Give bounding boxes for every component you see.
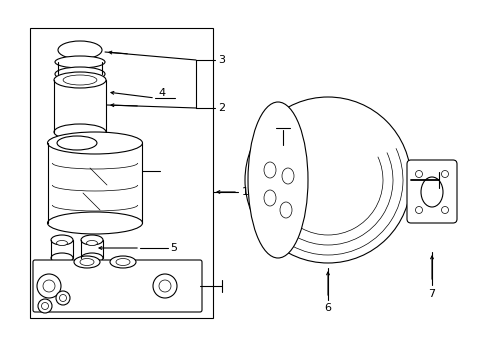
Text: 1: 1 bbox=[242, 187, 248, 197]
Circle shape bbox=[38, 299, 52, 313]
Text: 2: 2 bbox=[218, 103, 224, 113]
Ellipse shape bbox=[264, 162, 275, 178]
Ellipse shape bbox=[264, 190, 275, 206]
Circle shape bbox=[244, 97, 410, 263]
Ellipse shape bbox=[420, 177, 442, 207]
Ellipse shape bbox=[58, 41, 102, 59]
Circle shape bbox=[159, 280, 171, 292]
Ellipse shape bbox=[47, 212, 142, 234]
Ellipse shape bbox=[54, 72, 106, 88]
Circle shape bbox=[37, 274, 61, 298]
Circle shape bbox=[153, 274, 177, 298]
Ellipse shape bbox=[74, 256, 100, 268]
Ellipse shape bbox=[81, 235, 103, 245]
Ellipse shape bbox=[55, 56, 105, 68]
Circle shape bbox=[415, 207, 422, 213]
Circle shape bbox=[56, 291, 70, 305]
Ellipse shape bbox=[55, 67, 105, 81]
Circle shape bbox=[60, 294, 66, 301]
Ellipse shape bbox=[280, 202, 291, 218]
Text: 3: 3 bbox=[218, 55, 224, 65]
Ellipse shape bbox=[80, 258, 94, 265]
Ellipse shape bbox=[247, 102, 307, 258]
Ellipse shape bbox=[57, 240, 67, 246]
Ellipse shape bbox=[81, 253, 103, 263]
Text: 7: 7 bbox=[427, 289, 435, 299]
Ellipse shape bbox=[86, 240, 97, 246]
Bar bbox=[30, 28, 213, 318]
Ellipse shape bbox=[47, 132, 142, 154]
Ellipse shape bbox=[110, 256, 136, 268]
Circle shape bbox=[441, 207, 447, 213]
Circle shape bbox=[41, 302, 48, 310]
FancyBboxPatch shape bbox=[33, 260, 202, 312]
Ellipse shape bbox=[51, 235, 73, 245]
Circle shape bbox=[415, 171, 422, 177]
Ellipse shape bbox=[63, 75, 97, 85]
FancyBboxPatch shape bbox=[406, 160, 456, 223]
Ellipse shape bbox=[54, 124, 106, 140]
Text: 6: 6 bbox=[324, 303, 331, 313]
Text: 4: 4 bbox=[158, 88, 165, 98]
Ellipse shape bbox=[57, 136, 97, 150]
Ellipse shape bbox=[51, 253, 73, 263]
Circle shape bbox=[43, 280, 55, 292]
Ellipse shape bbox=[282, 168, 293, 184]
Text: 5: 5 bbox=[170, 243, 177, 253]
Ellipse shape bbox=[116, 258, 130, 265]
Circle shape bbox=[441, 171, 447, 177]
